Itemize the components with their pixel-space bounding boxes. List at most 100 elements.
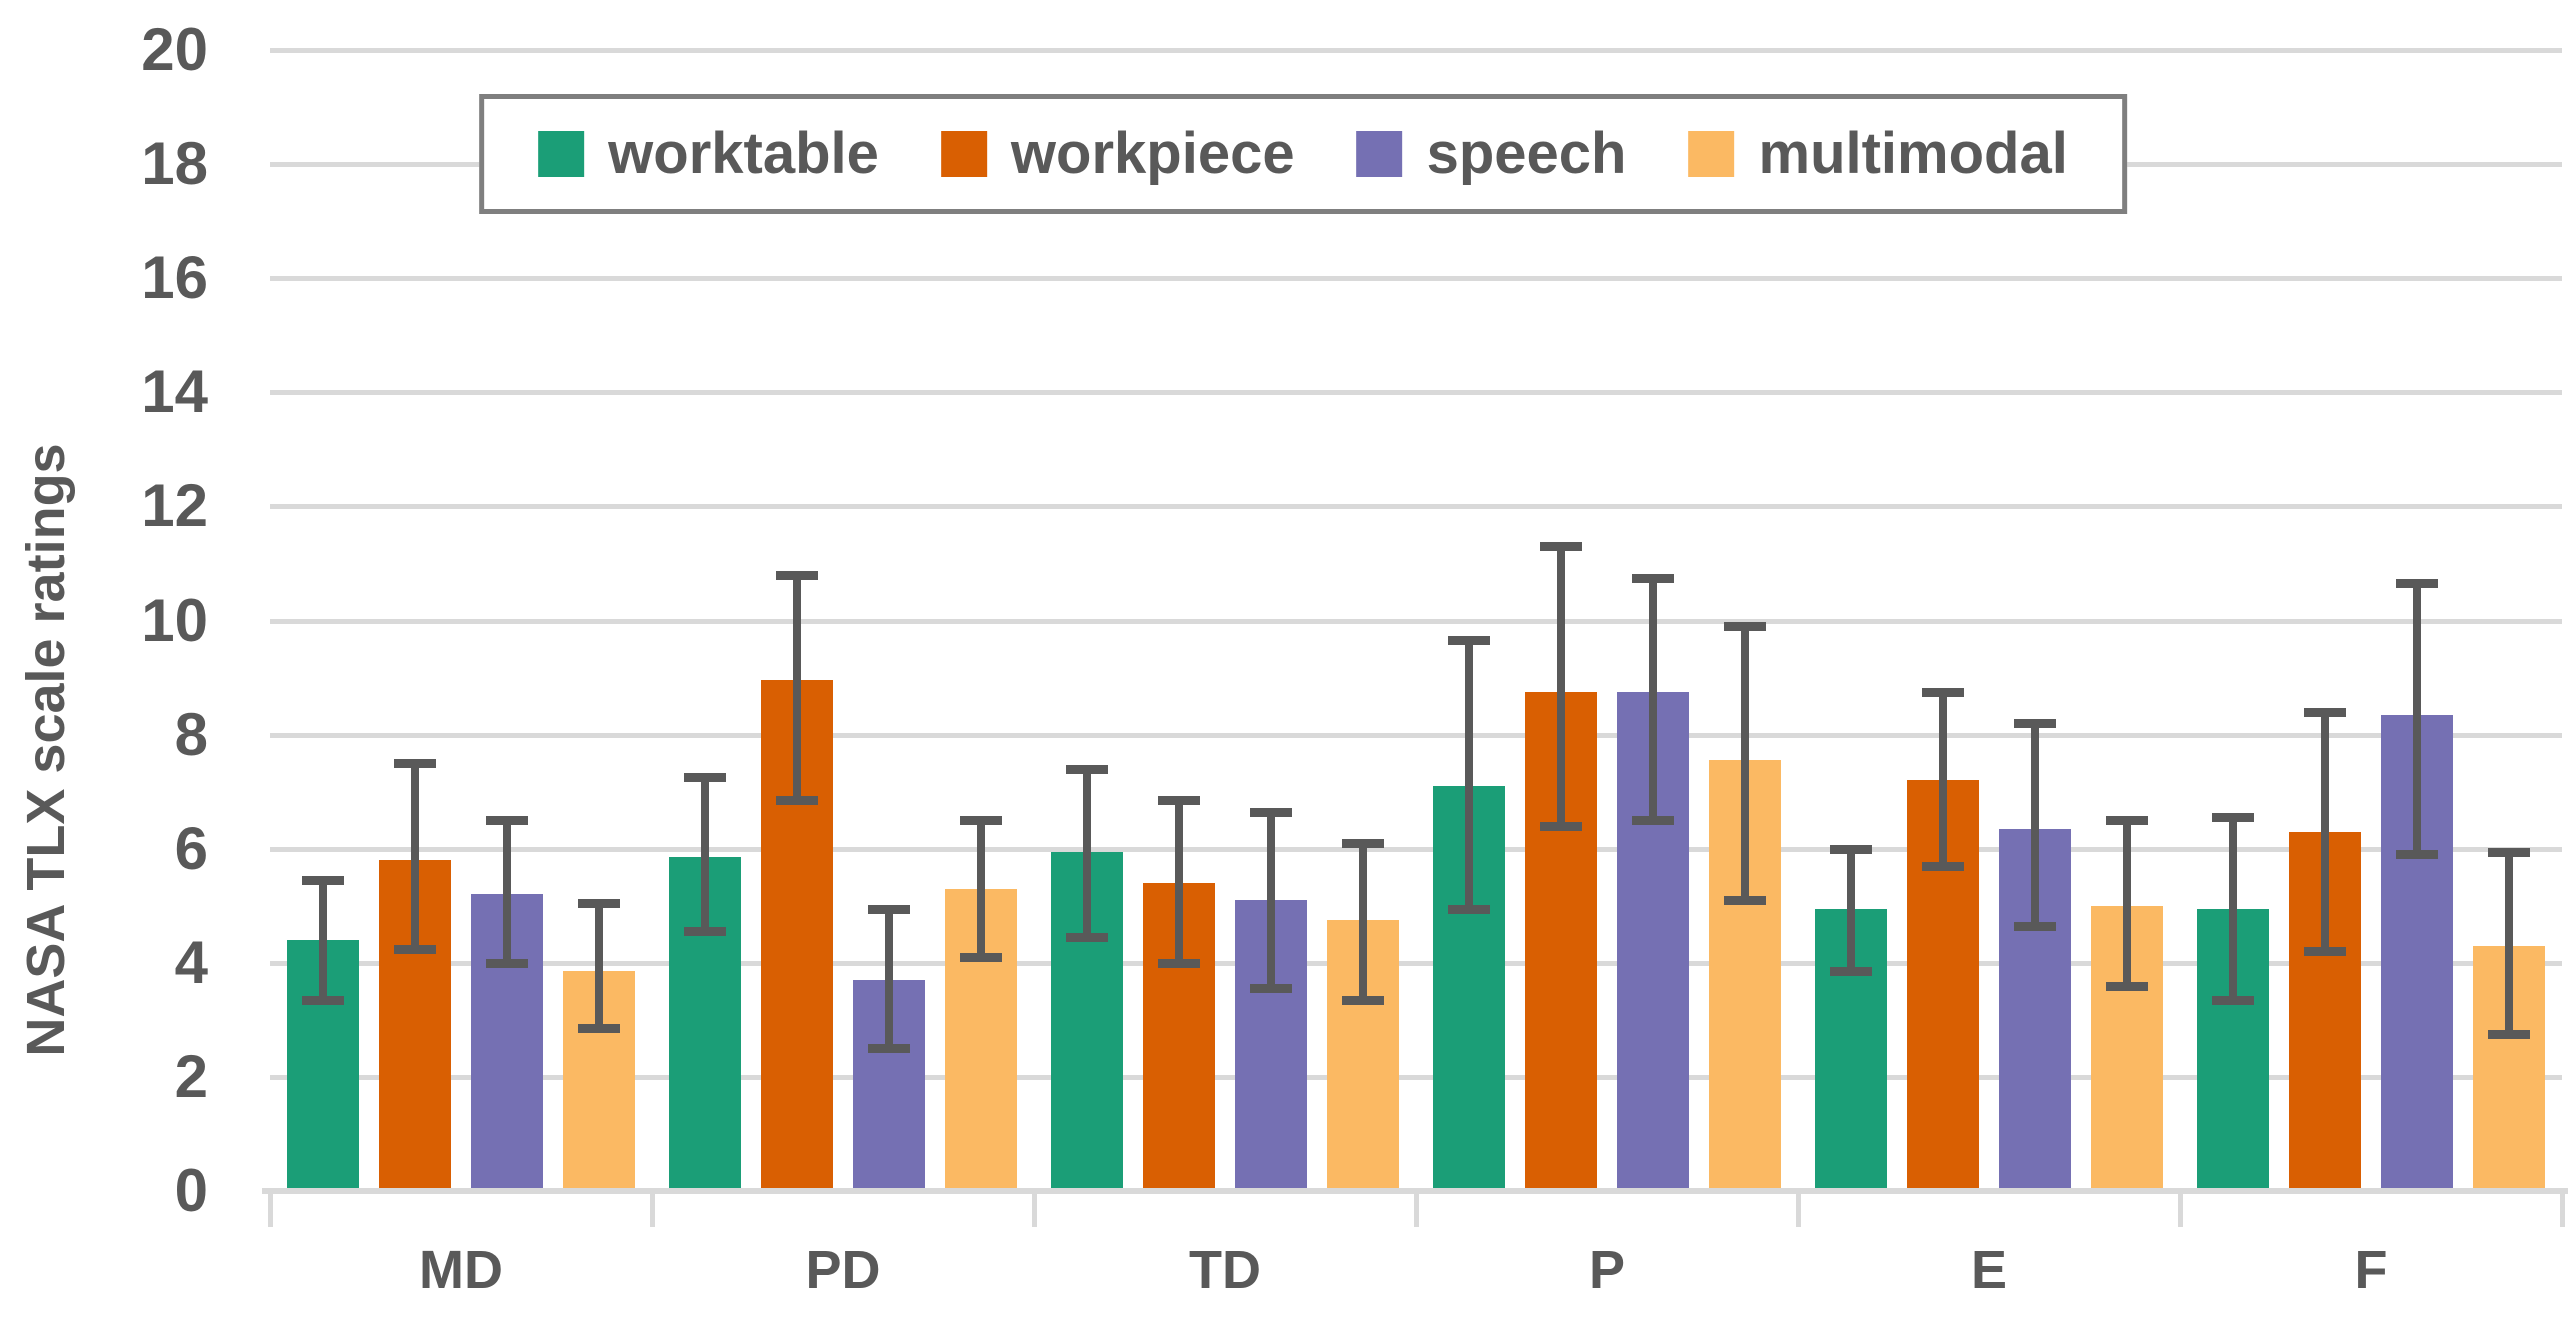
y-tick-label: 12: [141, 472, 208, 540]
error-bar-speech-P: [1649, 577, 1657, 821]
legend-swatch-speech: [1356, 131, 1403, 177]
error-bar-cap: [1922, 687, 1964, 697]
error-bar-cap: [1540, 542, 1582, 552]
error-bar-cap: [1724, 896, 1766, 906]
error-bar-worktable-F: [2229, 817, 2237, 1000]
x-category-label: E: [1970, 1240, 2008, 1300]
error-bar-cap: [2488, 1030, 2530, 1040]
error-bar-cap: [1158, 796, 1200, 806]
error-bar-workpiece-PD: [793, 574, 801, 801]
error-bar-multimodal-MD: [595, 902, 603, 1029]
error-bar-worktable-P: [1465, 640, 1473, 909]
legend-swatch-multimodal: [1688, 131, 1735, 177]
gridline: [270, 960, 2562, 966]
error-bar-workpiece-F: [2321, 711, 2329, 952]
x-axis-tick: [1032, 1191, 1037, 1227]
x-category-label: P: [1588, 1240, 1626, 1300]
error-bar-cap: [1540, 821, 1582, 831]
legend-label-speech: speech: [1426, 121, 1627, 186]
gridline: [270, 504, 2562, 510]
legend-item-workpiece: workpiece: [940, 121, 1295, 186]
error-bar-cap: [2304, 947, 2346, 957]
gridline: [270, 48, 2562, 53]
error-bar-cap: [302, 876, 344, 886]
error-bar-worktable-E: [1847, 848, 1855, 972]
error-bar-cap: [578, 1024, 620, 1034]
y-tick-label: 2: [174, 1042, 208, 1110]
error-bar-cap: [1448, 904, 1490, 914]
error-bar-cap: [2106, 816, 2148, 826]
x-axis-tick: [2560, 1191, 2565, 1227]
error-bar-cap: [2014, 719, 2056, 729]
error-bar-cap: [2304, 707, 2346, 717]
legend-swatch-worktable: [538, 131, 585, 177]
error-bar-cap: [2396, 579, 2438, 589]
error-bar-cap: [1066, 933, 1108, 943]
error-bar-speech-F: [2413, 583, 2421, 855]
error-bar-cap: [1250, 807, 1292, 817]
y-tick-label: 8: [174, 700, 208, 768]
error-bar-cap: [1158, 958, 1200, 968]
x-axis-tick: [1796, 1191, 1801, 1227]
error-bar-multimodal-TD: [1359, 842, 1367, 1000]
x-axis-tick: [650, 1191, 655, 1227]
error-bar-cap: [868, 1044, 910, 1054]
error-bar-multimodal-PD: [977, 820, 985, 958]
error-bar-workpiece-E: [1939, 691, 1947, 866]
error-bar-cap: [776, 570, 818, 580]
error-bar-cap: [1922, 861, 1964, 871]
error-bar-cap: [2396, 850, 2438, 860]
error-bar-speech-MD: [503, 820, 511, 963]
gridline: [270, 276, 2562, 282]
gridline: [270, 846, 2562, 852]
error-bar-cap: [1632, 816, 1674, 826]
y-tick-label: 18: [141, 130, 208, 198]
error-bar-cap: [486, 958, 528, 968]
legend-label-multimodal: multimodal: [1758, 121, 2068, 186]
y-tick-label: 14: [141, 358, 208, 426]
error-bar-cap: [394, 944, 436, 954]
error-bar-speech-TD: [1267, 811, 1275, 989]
legend-label-workpiece: workpiece: [1010, 121, 1295, 186]
error-bar-cap: [394, 759, 436, 769]
error-bar-multimodal-F: [2505, 851, 2513, 1035]
x-category-label: TD: [1189, 1240, 1261, 1300]
x-category-label: PD: [805, 1240, 881, 1300]
error-bar-worktable-TD: [1083, 768, 1091, 938]
error-bar-cap: [960, 953, 1002, 963]
error-bar-multimodal-P: [1741, 626, 1749, 901]
error-bar-workpiece-P: [1557, 546, 1565, 826]
error-bar-cap: [776, 796, 818, 806]
error-bar-cap: [684, 773, 726, 783]
error-bar-workpiece-TD: [1175, 800, 1183, 963]
error-bar-cap: [486, 816, 528, 826]
gridline: [270, 732, 2562, 738]
error-bar-worktable-MD: [319, 880, 327, 1000]
error-bar-cap: [2106, 981, 2148, 991]
x-axis-tick: [268, 1191, 273, 1227]
error-bar-multimodal-E: [2123, 820, 2131, 986]
error-bar-worktable-PD: [701, 777, 709, 932]
error-bar-workpiece-MD: [411, 763, 419, 949]
y-tick-label: 20: [141, 16, 208, 83]
error-bar-cap: [1830, 844, 1872, 854]
legend-item-speech: speech: [1356, 121, 1627, 186]
legend-item-multimodal: multimodal: [1688, 121, 2068, 186]
error-bar-cap: [1250, 984, 1292, 994]
gridline: [270, 618, 2562, 624]
x-axis-tick: [2178, 1191, 2183, 1227]
error-bar-speech-PD: [885, 908, 893, 1049]
error-bar-cap: [2014, 921, 2056, 931]
error-bar-speech-E: [2031, 723, 2039, 926]
y-tick-label: 6: [174, 814, 208, 882]
error-bar-cap: [1066, 764, 1108, 774]
gridline: [270, 390, 2562, 396]
legend-item-worktable: worktable: [538, 125, 879, 183]
error-bar-cap: [684, 927, 726, 937]
error-bar-cap: [302, 995, 344, 1005]
error-bar-cap: [960, 816, 1002, 826]
gridline: [270, 1074, 2562, 1080]
error-bar-cap: [578, 898, 620, 908]
error-bar-cap: [2488, 847, 2530, 857]
error-bar-cap: [1342, 995, 1384, 1005]
